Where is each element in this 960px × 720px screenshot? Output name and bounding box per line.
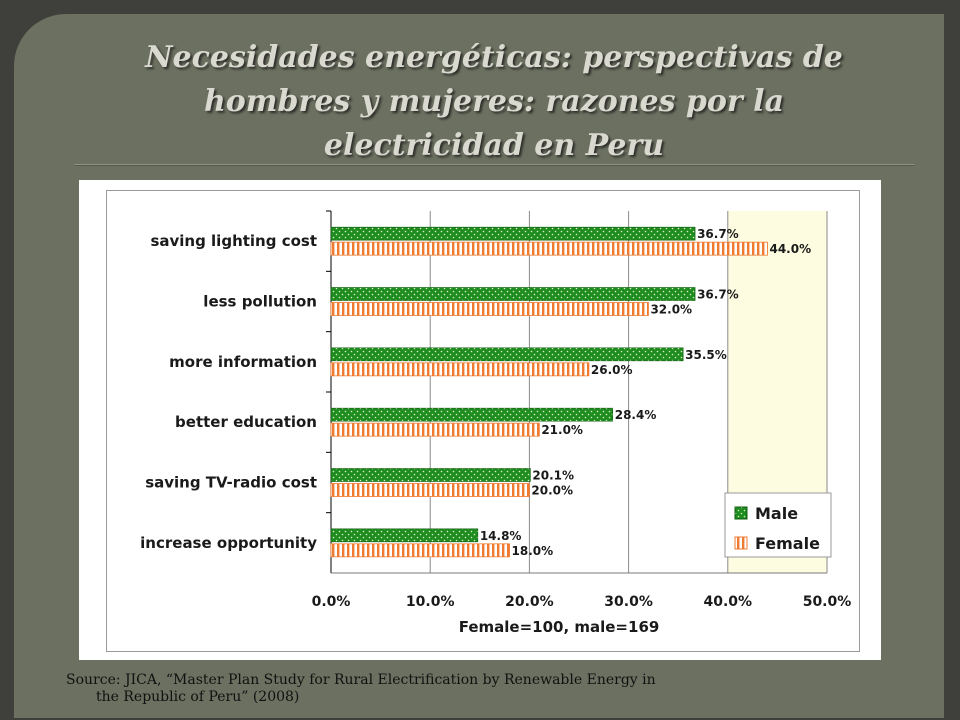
bar-male [330,347,684,362]
x-tick-label: 50.0% [803,594,852,610]
data-label-female: 32.0% [650,303,692,317]
bar-male [330,528,479,543]
caption-line-2: the Republic of Peru” (2008) [96,689,300,705]
bar-female [330,422,540,437]
bar-female [330,543,510,558]
data-label-female: 21.0% [541,423,583,437]
x-tick-label: 40.0% [704,594,753,610]
category-label: saving lighting cost [150,232,317,250]
category-label: increase opportunity [140,534,317,552]
data-label-male: 36.7% [697,288,739,302]
data-label-female: 20.0% [531,484,573,498]
bar-male [330,468,531,482]
data-label-male: 14.8% [480,529,522,543]
data-label-female: 18.0% [512,544,554,558]
bar-female [330,302,649,316]
x-axis-title: Female=100, male=169 [459,618,660,636]
data-label-female: 44.0% [769,242,811,256]
title-line-3: electricidad en Peru [323,128,665,163]
chart-frame: saving lighting cost 36.7% 44.0% less pollu… [106,190,860,652]
bar-female [330,241,768,256]
legend-label-male: Male [755,504,798,523]
bar-male [330,287,696,301]
bar-female [330,483,530,497]
x-tick-label: 30.0% [604,594,653,610]
bar-male [330,226,696,241]
bar-female [330,362,590,377]
x-tick-label: 20.0% [505,594,554,610]
x-tick-label: 0.0% [312,594,351,610]
source-caption: Source: JICA, “Master Plan Study for Rur… [66,672,906,706]
legend-swatch-female [734,536,748,550]
data-label-female: 26.0% [591,363,633,377]
legend-swatch-male [734,506,748,520]
bar-chart: saving lighting cost 36.7% 44.0% less pollu… [140,210,852,636]
title-divider [74,164,914,166]
title-line-2: hombres y mujeres: razones por la [203,84,785,119]
x-tick-label: 10.0% [406,594,455,610]
data-label-male: 35.5% [685,348,727,362]
legend-label-female: Female [755,534,820,553]
category-label: less pollution [203,293,317,311]
chart-image: saving lighting cost 36.7% 44.0% less pollu… [79,180,881,660]
category-label: more information [169,353,317,371]
slide-title: Necesidades energéticas: perspectivas de… [94,36,894,168]
data-label-male: 36.7% [697,227,739,241]
data-label-male: 28.4% [615,408,657,422]
category-label: better education [175,413,317,431]
bar-male [330,407,614,422]
title-line-1: Necesidades energéticas: perspectivas de [145,40,843,75]
category-label: saving TV-radio cost [145,474,317,492]
caption-line-1: Source: JICA, “Master Plan Study for Rur… [66,672,656,688]
data-label-male: 20.1% [532,469,574,483]
